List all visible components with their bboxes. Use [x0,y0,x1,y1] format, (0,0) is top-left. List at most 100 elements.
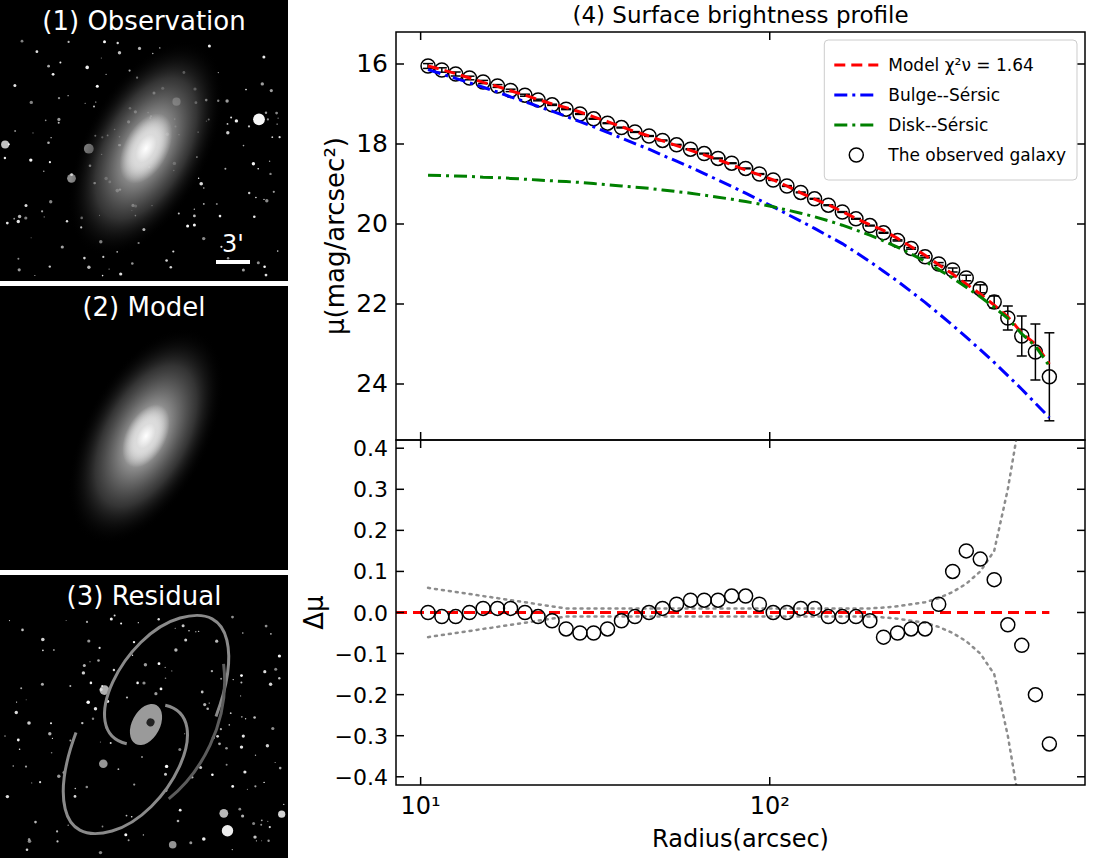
star [99,760,108,769]
y-tick [396,530,404,532]
star [87,266,90,269]
star [277,124,278,125]
data-point [739,589,753,603]
star [31,237,32,238]
star [69,685,71,687]
x-axis-title: Radius(arcsec) [652,825,829,853]
star [189,841,192,844]
star [93,106,95,108]
error-bar-cap [451,75,461,77]
star [96,85,99,88]
star [49,200,52,203]
star [266,744,269,747]
star [52,738,53,739]
data-point [642,606,656,620]
legend-label: Model χ²ν = 1.64 [888,55,1033,75]
star [201,691,204,694]
star [154,692,157,695]
star [124,833,127,836]
spiral-arm [90,591,256,775]
star [225,747,228,750]
data-point [531,610,545,624]
data-point [614,614,628,628]
star [171,670,172,671]
data-point [891,626,905,640]
star [199,182,203,186]
error-bar-cap [1030,323,1040,325]
error-bar-cap [1044,420,1054,422]
star [17,220,20,223]
star [58,122,60,124]
data-point [476,601,490,615]
star [248,125,250,127]
star [279,767,282,770]
y-tick [396,489,404,491]
panel-title: (2) Model [82,292,205,322]
legend-line [834,124,878,127]
y-tick [396,383,404,385]
data-point [766,606,780,620]
error-envelope [428,617,1049,785]
star [256,840,257,841]
star [165,667,166,668]
data-point [932,597,946,611]
star [48,732,51,735]
data-point [808,601,822,615]
star [29,158,32,161]
star [255,755,256,756]
star [267,821,268,822]
star [158,662,161,665]
error-bar-cap [975,284,985,286]
star [110,618,113,621]
data-point [987,573,1001,587]
y-axis-title: Δμ [299,595,329,629]
error-envelope [428,440,1049,608]
error-bar-cap [533,100,543,102]
data-point [573,626,587,640]
star [184,733,185,734]
star [253,113,265,125]
star [117,42,119,44]
y-tick [1077,223,1085,225]
star [6,795,9,798]
data-point [877,630,891,644]
star [27,721,31,725]
star [165,259,168,262]
scale-bar [216,260,250,264]
error-bar-cap [851,218,861,220]
star [261,82,264,85]
star [52,73,55,76]
data-point [1015,638,1029,652]
star [86,621,88,623]
star [4,735,6,737]
star [94,707,97,710]
star [265,625,268,628]
error-bar-cap [1030,379,1040,381]
star [66,620,67,621]
star [263,670,266,673]
error-bar [713,158,723,160]
data-point [849,212,863,226]
star [226,764,228,766]
star [61,245,64,248]
error-bar-cap [1017,315,1027,317]
star [158,618,160,620]
star [50,722,52,724]
star [118,768,120,770]
star [231,785,234,788]
star [252,162,255,165]
star [270,89,273,92]
y-tick [1077,143,1085,145]
star [240,674,243,677]
star [238,808,241,811]
star [101,685,103,687]
star [240,682,242,684]
star [53,649,55,651]
y-tick [396,571,404,573]
star [128,839,130,841]
star [26,849,29,852]
star [242,632,244,634]
star [283,804,284,805]
data-point [835,205,849,219]
star [82,671,85,674]
